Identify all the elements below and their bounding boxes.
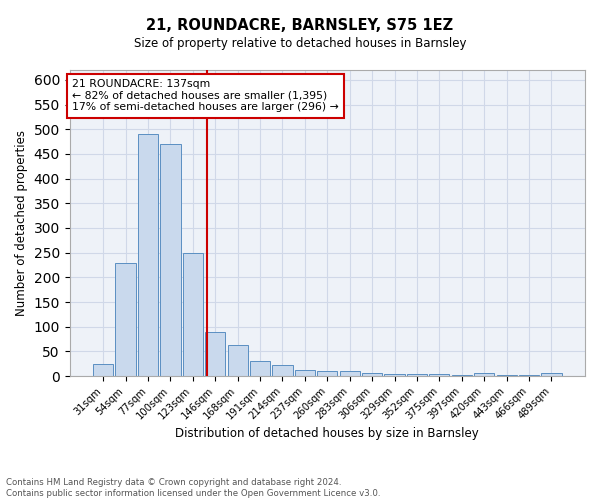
Bar [452, 374, 472, 376]
Bar [519, 375, 539, 376]
Bar [227, 345, 248, 376]
Bar [317, 370, 337, 376]
Bar [541, 373, 562, 376]
X-axis label: Distribution of detached houses by size in Barnsley: Distribution of detached houses by size … [175, 427, 479, 440]
Bar [160, 144, 181, 376]
Bar [362, 372, 382, 376]
Bar [138, 134, 158, 376]
Bar [183, 252, 203, 376]
Bar [93, 364, 113, 376]
Bar [407, 374, 427, 376]
Bar [295, 370, 315, 376]
Bar [340, 371, 360, 376]
Text: 21 ROUNDACRE: 137sqm
← 82% of detached houses are smaller (1,395)
17% of semi-de: 21 ROUNDACRE: 137sqm ← 82% of detached h… [72, 79, 339, 112]
Bar [272, 365, 293, 376]
Y-axis label: Number of detached properties: Number of detached properties [15, 130, 28, 316]
Bar [474, 372, 494, 376]
Bar [385, 374, 404, 376]
Text: 21, ROUNDACRE, BARNSLEY, S75 1EZ: 21, ROUNDACRE, BARNSLEY, S75 1EZ [146, 18, 454, 32]
Bar [205, 332, 226, 376]
Text: Size of property relative to detached houses in Barnsley: Size of property relative to detached ho… [134, 38, 466, 51]
Bar [430, 374, 449, 376]
Text: Contains HM Land Registry data © Crown copyright and database right 2024.
Contai: Contains HM Land Registry data © Crown c… [6, 478, 380, 498]
Bar [250, 362, 270, 376]
Bar [115, 262, 136, 376]
Bar [497, 375, 517, 376]
